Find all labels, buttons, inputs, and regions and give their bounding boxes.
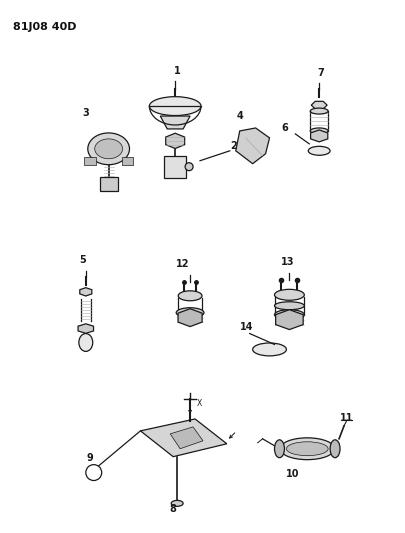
Text: 4: 4 (237, 111, 243, 121)
Text: X: X (197, 399, 202, 408)
Circle shape (86, 465, 102, 481)
Text: 5: 5 (79, 255, 86, 265)
Ellipse shape (149, 96, 201, 116)
Ellipse shape (286, 442, 328, 456)
Ellipse shape (79, 334, 93, 351)
Bar (84, 157, 96, 165)
Polygon shape (141, 419, 227, 457)
Polygon shape (236, 128, 270, 164)
Polygon shape (78, 324, 94, 333)
Text: 2: 2 (230, 141, 237, 151)
Ellipse shape (275, 302, 304, 310)
Text: 14: 14 (240, 321, 253, 332)
Ellipse shape (310, 108, 328, 114)
Text: 7: 7 (318, 68, 324, 78)
Text: 1: 1 (174, 66, 181, 76)
Text: 12: 12 (177, 259, 190, 269)
Ellipse shape (171, 500, 183, 506)
Bar (122, 157, 134, 165)
Ellipse shape (275, 289, 304, 300)
Text: 81J08 40D: 81J08 40D (13, 22, 77, 31)
Ellipse shape (275, 310, 304, 320)
Ellipse shape (280, 438, 335, 459)
Ellipse shape (176, 308, 204, 318)
Text: 11: 11 (340, 413, 354, 423)
Ellipse shape (310, 128, 328, 134)
Ellipse shape (88, 133, 130, 165)
Text: 13: 13 (281, 257, 294, 267)
Text: 3: 3 (83, 108, 89, 118)
Ellipse shape (178, 291, 202, 301)
Bar (100, 176, 117, 190)
Polygon shape (160, 116, 190, 129)
Polygon shape (80, 288, 92, 296)
Polygon shape (170, 427, 203, 449)
Bar (164, 156, 186, 177)
Polygon shape (311, 130, 328, 142)
Polygon shape (178, 309, 202, 327)
Text: 6: 6 (281, 123, 288, 133)
Ellipse shape (308, 147, 330, 155)
Polygon shape (311, 101, 327, 109)
Text: 8: 8 (170, 504, 177, 514)
Polygon shape (276, 310, 303, 329)
Polygon shape (166, 133, 185, 149)
Ellipse shape (95, 139, 123, 159)
Text: 9: 9 (86, 453, 93, 463)
Ellipse shape (253, 343, 286, 356)
Text: 10: 10 (286, 469, 299, 479)
Ellipse shape (275, 440, 284, 458)
Circle shape (185, 163, 193, 171)
Ellipse shape (330, 440, 340, 458)
